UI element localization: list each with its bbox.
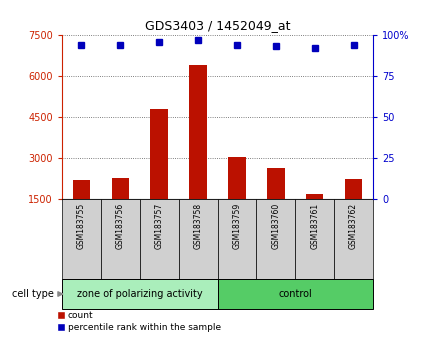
Bar [256,199,295,279]
Bar [178,199,218,279]
Bar [218,279,373,309]
Text: GSM183762: GSM183762 [349,203,358,249]
Bar [306,194,323,199]
Bar [150,109,168,199]
Bar [267,167,285,199]
Bar [112,178,129,199]
Text: GSM183755: GSM183755 [77,203,86,249]
Text: GSM183757: GSM183757 [155,203,164,249]
Bar [140,199,178,279]
Bar [218,199,256,279]
Text: control: control [278,289,312,299]
Bar [62,199,101,279]
Text: GSM183761: GSM183761 [310,203,319,249]
Bar [189,65,207,199]
Bar [73,180,90,199]
Text: GSM183756: GSM183756 [116,203,125,249]
Text: GSM183758: GSM183758 [193,203,203,249]
Text: GSM183759: GSM183759 [232,203,241,249]
Text: GSM183760: GSM183760 [271,203,280,249]
Title: GDS3403 / 1452049_at: GDS3403 / 1452049_at [145,19,290,33]
Text: cell type: cell type [11,289,54,299]
Bar [62,279,218,309]
Text: zone of polarizing activity: zone of polarizing activity [77,289,203,299]
Bar [228,156,246,199]
Legend: count, percentile rank within the sample: count, percentile rank within the sample [58,311,221,332]
Bar [101,199,140,279]
Bar [295,199,334,279]
Bar [334,199,373,279]
Bar [345,178,362,199]
